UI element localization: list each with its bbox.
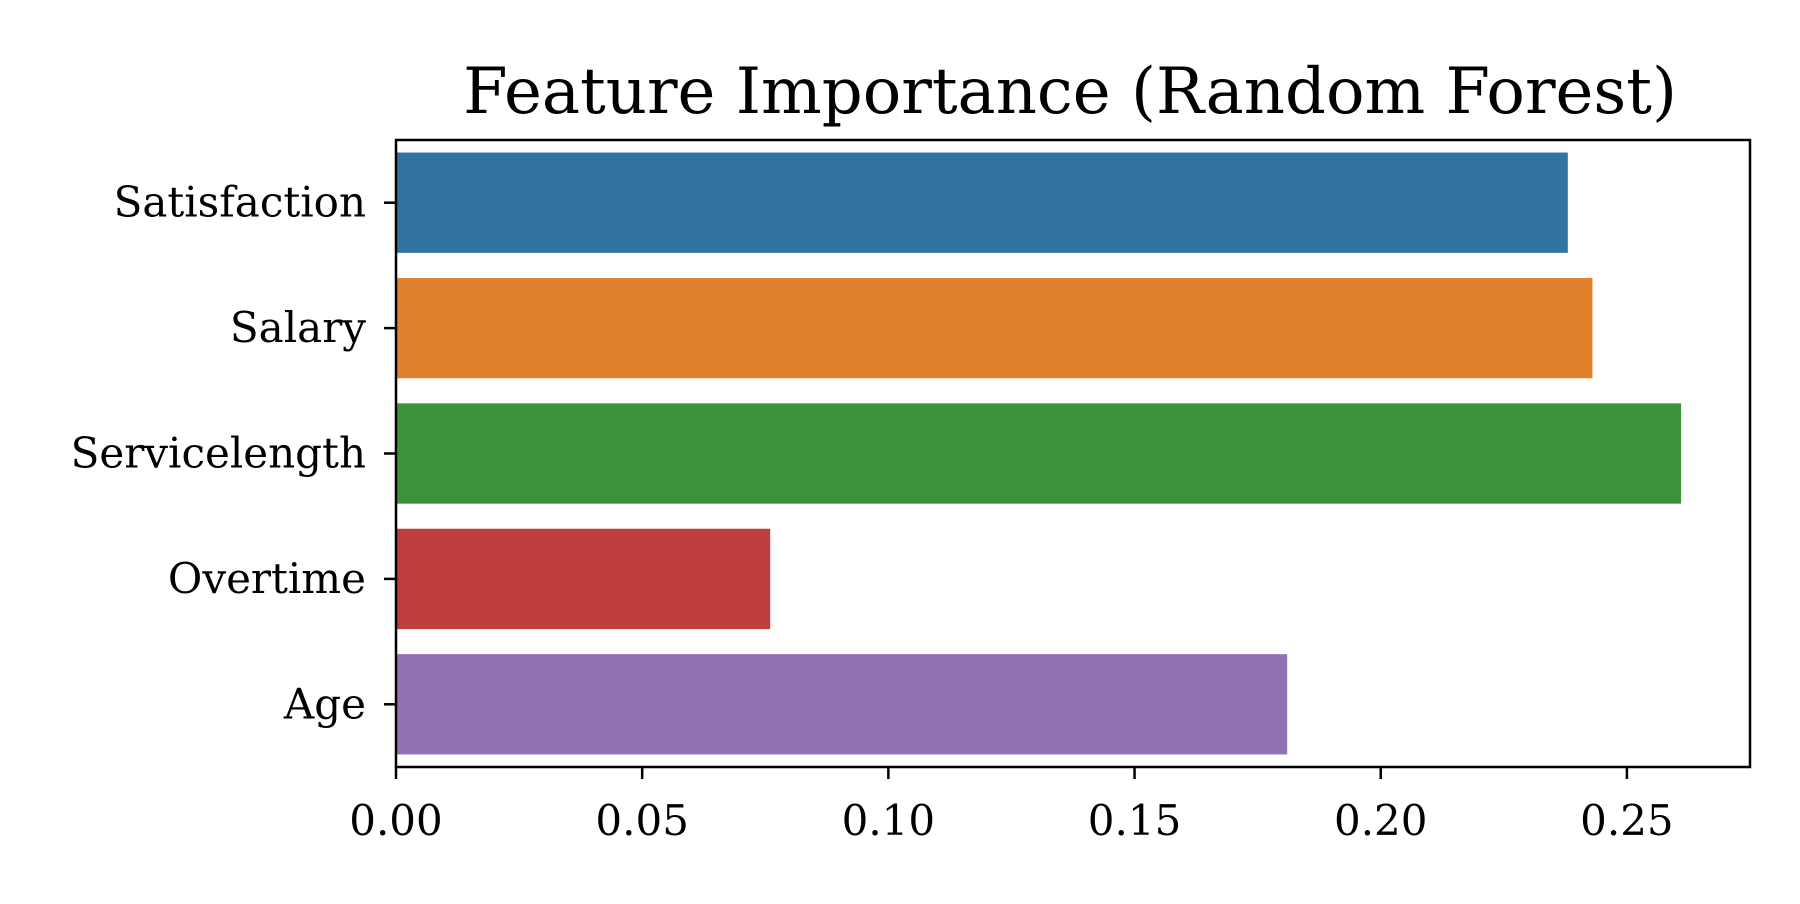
x-tick-label: 0.25: [1580, 796, 1674, 845]
bar-age: [396, 654, 1288, 755]
y-tick-label: Overtime: [168, 554, 366, 603]
x-tick-label: 0.10: [842, 796, 936, 845]
x-tick-label: 0.00: [349, 796, 443, 845]
x-tick-label: 0.05: [595, 796, 689, 845]
y-tick-label: Salary: [230, 303, 366, 352]
bar-salary: [396, 277, 1593, 379]
y-axis: Satisfaction Salary Servicelength Overtime A…: [71, 178, 396, 728]
plot-frame: [394, 138, 1752, 769]
y-tick-label: Satisfaction: [114, 178, 366, 227]
y-tick-label: Servicelength: [71, 429, 366, 478]
bars-layer: [396, 152, 1682, 755]
x-axis: 0.00 0.05 0.10 0.15 0.20 0.25: [349, 767, 1674, 845]
x-tick-label: 0.20: [1334, 796, 1428, 845]
y-tick-label: Age: [283, 679, 366, 728]
bar-overtime: [396, 528, 771, 630]
chart-title: Feature Importance (Random Forest): [463, 55, 1677, 129]
x-tick-label: 0.15: [1088, 796, 1182, 845]
bar-satisfaction: [396, 152, 1568, 253]
bar-servicelength: [396, 403, 1682, 504]
